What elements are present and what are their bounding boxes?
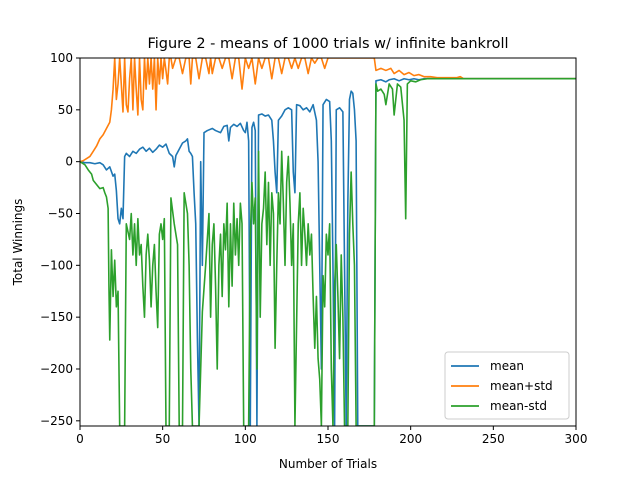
legend-label-mean-std: mean-std	[490, 399, 547, 413]
y-tick-label: 50	[58, 103, 73, 117]
x-tick-label: 300	[565, 432, 588, 446]
y-axis-label: Total Winnings	[11, 199, 25, 287]
series-line-mean	[80, 77, 576, 426]
chart-title: Figure 2 - means of 1000 trials w/ infin…	[147, 36, 508, 52]
legend: mean mean+std mean-std	[444, 351, 570, 420]
x-axis-ticks: 0 50 100 150 200 250 300	[76, 426, 587, 446]
y-tick-label: 0	[65, 155, 73, 169]
x-tick-label: 250	[482, 432, 505, 446]
legend-box	[444, 351, 570, 420]
y-tick-label: −250	[40, 414, 73, 428]
legend-label-mean-std: mean+std	[490, 379, 553, 393]
x-tick-label: 0	[76, 432, 84, 446]
x-axis-label: Number of Trials	[279, 457, 377, 471]
y-tick-label: −150	[40, 310, 73, 324]
legend-label-mean: mean	[490, 359, 524, 373]
y-tick-label: 100	[50, 51, 73, 65]
x-tick-label: 50	[155, 432, 170, 446]
series-layer	[80, 58, 576, 426]
x-tick-label: 100	[234, 432, 257, 446]
y-tick-label: −100	[40, 258, 73, 272]
x-tick-label: 150	[317, 432, 340, 446]
y-axis-ticks: 100 50 0 −50 −100 −150 −200 −250	[40, 51, 80, 428]
y-tick-label: −50	[48, 206, 73, 220]
series-line-mean-std	[80, 77, 576, 426]
series-line-mean-std	[80, 58, 576, 163]
x-tick-label: 200	[399, 432, 422, 446]
y-tick-label: −200	[40, 362, 73, 376]
